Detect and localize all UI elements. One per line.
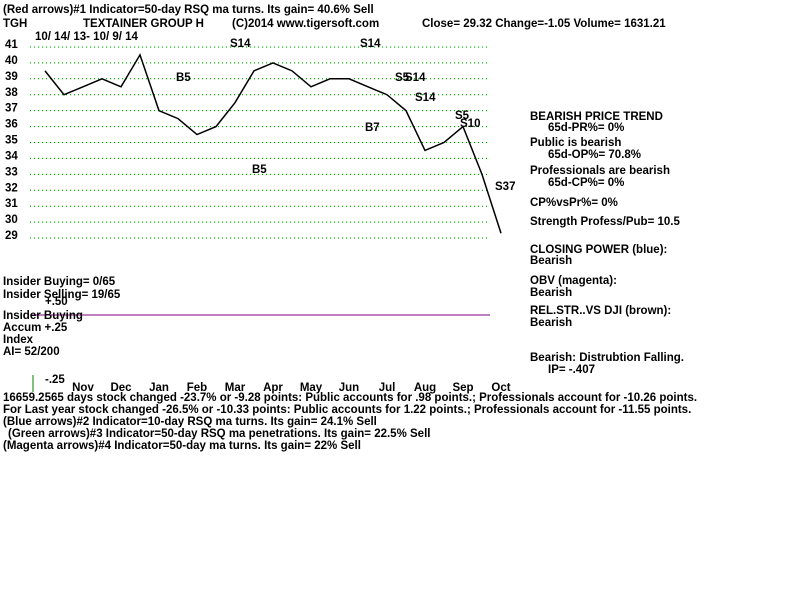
signal-label: S14 <box>405 72 426 84</box>
signal-label: S14 <box>415 92 436 104</box>
panel-text: Bearish <box>530 255 572 267</box>
title: (Red arrows)#1 Indicator=50-day RSQ ma t… <box>3 4 374 16</box>
panel-text: -.25 <box>45 374 65 386</box>
ticker: TGH <box>3 18 27 30</box>
panel-text: Index <box>3 334 34 346</box>
footer-text: (Blue arrows)#2 Indicator=10-day RSQ ma … <box>3 416 377 428</box>
panel-text: BEARISH PRICE TREND <box>530 111 663 123</box>
footer-text: (Magenta arrows)#4 Indicator=50-day ma t… <box>3 440 361 452</box>
panel-text: Accum +.25 <box>3 322 68 334</box>
panel-text: REL.STR..VS DJI (brown): <box>530 305 671 317</box>
y-tick-label: 40 <box>5 55 18 67</box>
footer-text: 16659.2565 days stock changed -23.7% or … <box>3 392 697 404</box>
x-tick-label: Apr <box>263 382 283 394</box>
panel-text: Bearish <box>530 317 572 329</box>
panel-text: 65d-CP%= 0% <box>548 177 624 189</box>
x-tick-label: May <box>300 382 323 394</box>
signal-label: S37 <box>495 181 515 193</box>
x-tick-label: Jul <box>379 382 396 394</box>
y-tick-label: 41 <box>5 39 18 51</box>
signal-label: B7 <box>365 122 380 134</box>
panel-text: Insider Selling= 19/65 <box>3 289 121 301</box>
panel-text: +.50 <box>45 296 68 308</box>
panel-text: Bearish: Distrubtion Falling. <box>530 352 684 364</box>
date-range: 10/ 14/ 13- 10/ 9/ 14 <box>35 31 139 43</box>
y-tick-label: 35 <box>5 135 18 147</box>
panel-text: AI= 52/200 <box>3 346 60 358</box>
y-tick-label: 29 <box>5 230 18 242</box>
y-tick-label: 34 <box>5 150 18 162</box>
x-tick-label: Mar <box>225 382 246 394</box>
panel-text: Bearish <box>530 287 572 299</box>
signal-label: B5 <box>176 72 191 84</box>
x-tick-label: Oct <box>491 382 510 394</box>
panel-text: Professionals are bearish <box>530 165 670 177</box>
signal-label: B5 <box>252 164 267 176</box>
y-tick-label: 36 <box>5 119 18 131</box>
footer-text: (Green arrows)#3 Indicator=50-day RSQ ma… <box>8 428 430 440</box>
x-tick-label: Dec <box>110 382 132 394</box>
panel-text: Public is bearish <box>530 137 621 149</box>
panel-text: Insider Buying <box>3 310 83 322</box>
x-tick-label: Jan <box>149 382 169 394</box>
y-tick-label: 38 <box>5 87 18 99</box>
x-tick-label: Sep <box>452 382 473 394</box>
price-line <box>44 53 502 234</box>
x-tick-label: Nov <box>72 382 94 394</box>
copyright: (C)2014 www.tigersoft.com <box>232 18 379 30</box>
y-tick-label: 37 <box>5 103 18 115</box>
panel-text: CP%vsPr%= 0% <box>530 197 618 209</box>
y-tick-label: 39 <box>5 71 18 83</box>
footer-text: For Last year stock changed -26.5% or -1… <box>3 404 691 416</box>
y-tick-label: 33 <box>5 166 18 178</box>
panel-text: Insider Buying= 0/65 <box>3 276 116 288</box>
x-tick-label: Aug <box>414 382 436 394</box>
panel-text: IP= -.407 <box>548 364 595 376</box>
y-tick-label: 31 <box>5 198 18 210</box>
signal-label: S5 <box>395 72 410 84</box>
company: TEXTAINER GROUP H <box>83 18 204 30</box>
signal-label: S10 <box>460 118 480 130</box>
x-tick-label: Feb <box>187 382 207 394</box>
quote: Close= 29.32 Change=-1.05 Volume= 1631.2… <box>422 18 666 30</box>
signal-label: S14 <box>360 38 381 50</box>
panel-text: Strength Profess/Pub= 10.5 <box>530 216 680 228</box>
panel-text: 65d-OP%= 70.8% <box>548 149 641 161</box>
x-tick-label: Jun <box>339 382 359 394</box>
signal-label: S14 <box>230 38 251 50</box>
signal-label: S5 <box>455 110 470 122</box>
panel-text: CLOSING POWER (blue): <box>530 244 667 256</box>
y-tick-label: 30 <box>5 214 18 226</box>
panel-text: OBV (magenta): <box>530 275 617 287</box>
y-tick-label: 32 <box>5 182 18 194</box>
panel-text: 65d-PR%= 0% <box>548 122 624 134</box>
